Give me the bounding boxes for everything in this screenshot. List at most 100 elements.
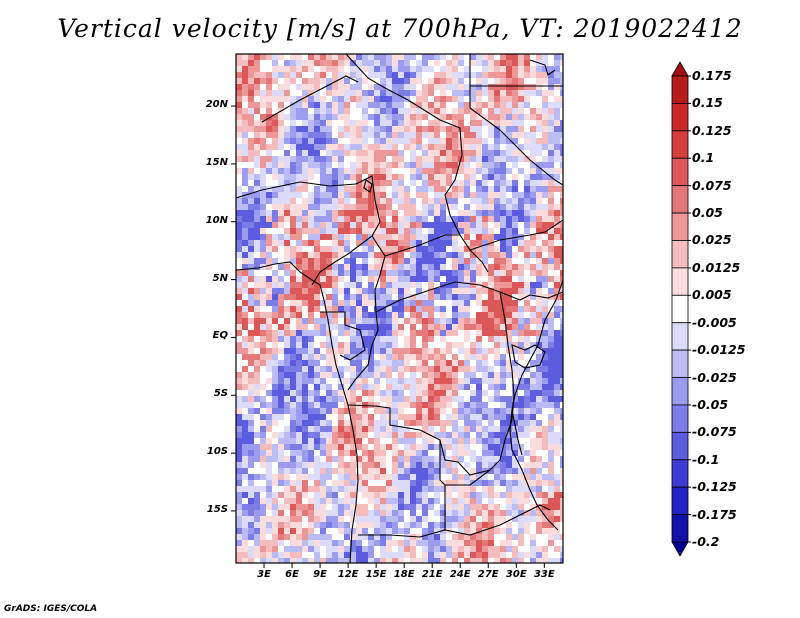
field-cell <box>530 390 537 397</box>
field-cell <box>332 372 339 379</box>
field-cell <box>266 450 273 457</box>
field-cell <box>530 528 537 535</box>
field-cell <box>452 360 459 367</box>
field-cell <box>284 270 291 277</box>
field-cell <box>464 480 471 487</box>
field-cell <box>524 90 531 97</box>
field-cell <box>458 192 465 199</box>
field-cell <box>548 438 555 445</box>
field-cell <box>392 510 399 517</box>
field-cell <box>320 324 327 331</box>
field-cell <box>542 528 549 535</box>
field-cell <box>350 234 357 241</box>
field-cell <box>392 120 399 127</box>
field-cell <box>500 366 507 373</box>
field-cell <box>326 498 333 505</box>
field-cell <box>278 228 285 235</box>
field-cell <box>236 126 243 133</box>
field-cell <box>512 246 519 253</box>
field-cell <box>434 372 441 379</box>
field-cell <box>398 528 405 535</box>
field-cell <box>272 432 279 439</box>
field-cell <box>452 108 459 115</box>
field-cell <box>338 348 345 355</box>
field-cell <box>452 534 459 541</box>
field-cell <box>386 156 393 163</box>
field-cell <box>356 288 363 295</box>
field-cell <box>302 264 309 271</box>
field-cell <box>536 252 543 259</box>
field-cell <box>284 528 291 535</box>
field-cell <box>530 504 537 511</box>
field-cell <box>236 318 243 325</box>
field-cell <box>236 66 243 73</box>
field-cell <box>380 186 387 193</box>
field-cell <box>410 258 417 265</box>
field-cell <box>452 414 459 421</box>
field-cell <box>326 294 333 301</box>
field-cell <box>362 78 369 85</box>
field-cell <box>284 462 291 469</box>
field-cell <box>398 408 405 415</box>
field-cell <box>398 138 405 145</box>
field-cell <box>260 126 267 133</box>
field-cell <box>320 330 327 337</box>
field-cell <box>236 384 243 391</box>
field-cell <box>374 408 381 415</box>
field-cell <box>434 402 441 409</box>
field-cell <box>434 102 441 109</box>
field-cell <box>542 192 549 199</box>
field-cell <box>440 342 447 349</box>
field-cell <box>338 480 345 487</box>
field-cell <box>248 330 255 337</box>
field-cell <box>248 444 255 451</box>
field-cell <box>344 270 351 277</box>
field-cell <box>332 336 339 343</box>
field-cell <box>302 480 309 487</box>
field-cell <box>434 180 441 187</box>
field-cell <box>386 60 393 67</box>
field-cell <box>254 504 261 511</box>
field-cell <box>554 216 561 223</box>
field-cell <box>260 156 267 163</box>
field-cell <box>470 294 477 301</box>
field-cell <box>254 276 261 283</box>
field-cell <box>524 318 531 325</box>
field-cell <box>374 204 381 211</box>
field-cell <box>368 456 375 463</box>
field-cell <box>464 144 471 151</box>
field-cell <box>320 480 327 487</box>
field-cell <box>272 420 279 427</box>
field-cell <box>458 294 465 301</box>
field-cell <box>362 432 369 439</box>
field-cell <box>434 396 441 403</box>
field-cell <box>392 372 399 379</box>
field-cell <box>530 222 537 229</box>
field-cell <box>290 90 297 97</box>
field-cell <box>512 498 519 505</box>
field-cell <box>380 204 387 211</box>
field-cell <box>392 492 399 499</box>
field-cell <box>392 180 399 187</box>
field-cell <box>554 516 561 523</box>
field-cell <box>530 102 537 109</box>
field-cell <box>446 90 453 97</box>
field-cell <box>362 540 369 547</box>
field-cell <box>254 516 261 523</box>
field-cell <box>560 288 563 295</box>
colorbar-bin <box>671 541 689 557</box>
field-cell <box>248 480 255 487</box>
field-cell <box>320 270 327 277</box>
field-cell <box>380 144 387 151</box>
field-cell <box>500 72 507 79</box>
field-cell <box>320 54 327 61</box>
field-cell <box>356 192 363 199</box>
field-cell <box>554 192 561 199</box>
field-cell <box>464 120 471 127</box>
field-cell <box>464 456 471 463</box>
field-cell <box>380 150 387 157</box>
field-cell <box>332 474 339 481</box>
field-cell <box>392 294 399 301</box>
field-cell <box>296 486 303 493</box>
field-cell <box>398 144 405 151</box>
